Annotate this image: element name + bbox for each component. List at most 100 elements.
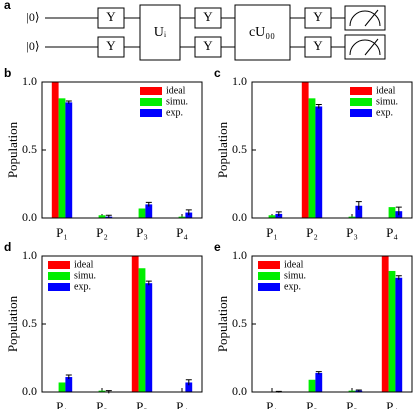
bar <box>131 256 139 392</box>
x-tick-label: P₄ <box>386 399 398 409</box>
bar <box>381 256 389 392</box>
legend-label: exp. <box>284 281 301 292</box>
x-tick-label: P₂ <box>306 399 318 409</box>
x-tick-label: P₃ <box>346 225 358 240</box>
gate-label: Y <box>106 9 116 24</box>
bar <box>178 216 186 218</box>
gate-box <box>304 7 332 29</box>
y-axis-label: Population <box>5 121 20 178</box>
legend-swatch <box>140 87 162 95</box>
gate-label: Y <box>313 9 323 24</box>
x-tick-label: P₂ <box>306 225 318 240</box>
error-bar <box>315 103 322 109</box>
x-tick-label: P₂ <box>96 225 108 240</box>
gate-label: Y <box>203 9 213 24</box>
bar <box>348 390 356 392</box>
y-tick-label: 0.5 <box>232 316 247 330</box>
bar <box>355 205 363 218</box>
legend-label: exp. <box>166 107 183 118</box>
y-axis-label: Population <box>215 295 230 352</box>
legend-swatch <box>48 261 70 269</box>
error-bar <box>65 374 72 380</box>
error-bar <box>355 389 362 392</box>
legend-label: ideal <box>74 259 94 270</box>
legend-swatch <box>258 272 280 280</box>
x-tick-label: P₄ <box>176 399 188 409</box>
plot-frame <box>41 255 203 393</box>
error-bar <box>395 275 402 280</box>
y-tick-label: 0.0 <box>22 384 37 398</box>
legend-label: exp. <box>74 281 91 292</box>
error-bar <box>395 206 402 216</box>
legend-label: simu. <box>376 96 398 107</box>
bar <box>315 106 323 218</box>
x-tick-label: P₁ <box>266 225 278 240</box>
error-bar <box>65 100 72 104</box>
legend-swatch <box>258 261 280 269</box>
gate-label: Y <box>106 38 116 53</box>
bar <box>98 215 106 218</box>
legend-label: simu. <box>166 96 188 107</box>
bar <box>138 208 146 218</box>
error-bar <box>145 280 152 286</box>
y-tick-label: 0.5 <box>232 142 247 156</box>
bar <box>58 98 66 218</box>
y-tick-label: 0.5 <box>22 142 37 156</box>
x-tick-label: P₃ <box>136 225 148 240</box>
gate-box <box>194 36 222 58</box>
plot-frame <box>251 81 413 219</box>
gate-box <box>97 36 125 58</box>
gate-box <box>304 36 332 58</box>
bar <box>65 102 73 218</box>
circuit: a |0⟩ |0⟩ Y Y Uᵢ Y Y cU₀₀ Y Y <box>4 0 386 61</box>
y-tick-label: 0.0 <box>232 210 247 224</box>
bar <box>138 268 146 392</box>
measurement <box>344 5 386 60</box>
y-tick-label: 1.0 <box>232 248 247 262</box>
error-bar <box>315 371 322 375</box>
legend-label: simu. <box>284 270 306 281</box>
legend-label: exp. <box>376 107 393 118</box>
legend-swatch <box>350 109 372 117</box>
legend-label: ideal <box>284 259 304 270</box>
y-tick-label: 1.0 <box>22 248 37 262</box>
bar <box>348 216 356 218</box>
legend-swatch <box>350 98 372 106</box>
gate-box <box>97 7 125 29</box>
x-tick-label: P₄ <box>176 225 188 240</box>
x-tick-label: P₃ <box>136 399 148 409</box>
x-tick-label: P₁ <box>56 225 68 240</box>
bar <box>268 215 276 218</box>
bar <box>51 82 59 218</box>
legend-swatch <box>140 98 162 106</box>
bar <box>145 204 153 218</box>
legend-swatch <box>48 283 70 291</box>
legend-label: simu. <box>74 270 96 281</box>
bar <box>145 283 153 392</box>
legend-label: ideal <box>376 85 396 96</box>
error-bar <box>275 211 282 216</box>
bar <box>185 382 193 392</box>
legend-swatch <box>350 87 372 95</box>
panel-label: e <box>214 240 221 254</box>
gate-box <box>139 4 181 61</box>
error-bar <box>185 209 192 216</box>
y-tick-label: 0.0 <box>232 384 247 398</box>
panel-label: a <box>4 0 11 12</box>
gate-label: cU₀₀ <box>249 25 275 40</box>
legend-swatch <box>48 272 70 280</box>
bar <box>65 377 73 392</box>
x-tick-label: P₃ <box>346 399 358 409</box>
bar <box>58 382 66 392</box>
error-bar <box>185 379 192 386</box>
y-tick-label: 1.0 <box>22 74 37 88</box>
bar <box>301 82 309 218</box>
bar <box>395 277 403 392</box>
input-state: |0⟩ <box>26 10 39 24</box>
x-tick-label: P₄ <box>386 225 398 240</box>
bar <box>98 390 106 392</box>
panel-label: c <box>214 66 221 80</box>
legend-swatch <box>140 109 162 117</box>
bar <box>388 270 396 392</box>
